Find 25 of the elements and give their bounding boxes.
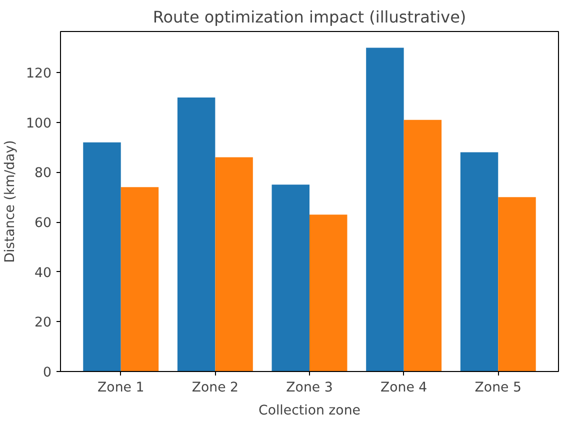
- y-tick-label: 100: [26, 116, 52, 132]
- x-tick-label: Zone 2: [192, 380, 239, 396]
- bar: [120, 187, 159, 372]
- y-tick-label: 60: [34, 216, 52, 232]
- bar: [310, 214, 348, 372]
- y-tick-label: 20: [34, 316, 52, 331]
- x-tick-label: Zone 5: [474, 380, 522, 396]
- chart-title: Route optimization impact (illustrative): [152, 8, 466, 26]
- y-tick-label: 80: [34, 166, 52, 182]
- bar: [177, 98, 216, 372]
- y-tick-label: 120: [26, 66, 52, 82]
- bar: [83, 142, 121, 372]
- y-tick-label: 0: [43, 366, 52, 380]
- bar: [366, 48, 404, 372]
- bar: [460, 152, 498, 372]
- bar: [498, 197, 536, 372]
- x-tick-label: Zone 1: [98, 380, 144, 396]
- y-tick-label: 40: [34, 266, 52, 281]
- bar: [215, 157, 253, 372]
- x-tick-label: Zone 4: [380, 380, 428, 396]
- x-tick-label: Zone 3: [286, 380, 333, 396]
- y-axis-title: Distance (km/day): [3, 140, 18, 263]
- bar: [404, 120, 442, 372]
- x-axis-title: Collection zone: [258, 404, 360, 418]
- bar: [272, 184, 310, 372]
